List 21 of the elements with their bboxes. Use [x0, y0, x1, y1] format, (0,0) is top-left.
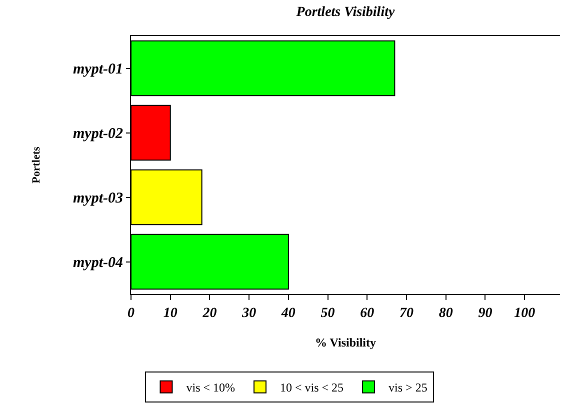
x-tick-label: 70: [400, 306, 414, 321]
x-tick-label: 0: [128, 306, 134, 321]
legend-label: vis > 25: [388, 380, 428, 395]
y-tick-label: mypt-01: [73, 62, 123, 78]
x-tick-label: 80: [438, 306, 453, 321]
chart-title: Portlets Visibility: [296, 4, 396, 20]
y-tick-label: mypt-03: [73, 190, 124, 206]
legend-label: vis < 10%: [186, 380, 236, 395]
y-tick-label: mypt-04: [73, 255, 124, 271]
y-tick-label: mypt-02: [73, 126, 124, 142]
x-tick-label: 30: [241, 306, 256, 321]
x-tick-label: 10: [163, 306, 178, 321]
legend-label: 10 < vis < 25: [280, 380, 344, 395]
y-axis-title: Portlets: [30, 146, 43, 184]
x-axis-title: % Visibility: [314, 336, 376, 350]
x-tick-label: 20: [202, 306, 217, 321]
x-tick-label: 90: [478, 306, 492, 321]
x-tick-label: 40: [280, 306, 296, 321]
x-tick-label: 100: [514, 306, 536, 321]
x-tick-label: 60: [360, 306, 374, 321]
x-tick-label: 50: [320, 306, 335, 321]
